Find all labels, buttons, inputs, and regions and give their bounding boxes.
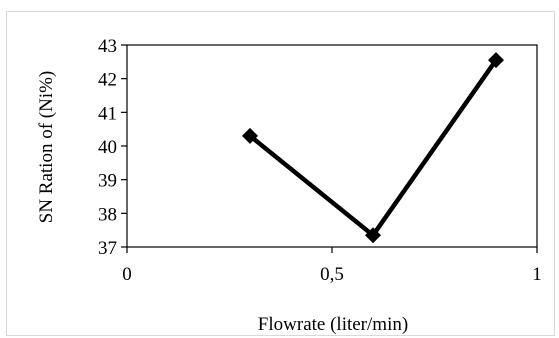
y-tick-label: 42: [98, 70, 117, 91]
plot-border: [126, 44, 538, 248]
plot-area: 37 38 39 40 41 42 43 0 0,5 1: [98, 36, 542, 285]
x-tick-label: 0: [122, 264, 132, 285]
series-line: [248, 58, 498, 239]
data-point: [365, 227, 381, 244]
y-tick-label: 39: [98, 171, 117, 192]
x-tick-label: 0,5: [320, 264, 344, 285]
y-tick-label: 38: [98, 204, 117, 225]
y-tick-label: 41: [98, 103, 117, 124]
y-axis-label: SN Ration of (Ni%): [36, 71, 57, 224]
y-tick-label: 37: [98, 238, 117, 259]
data-point: [242, 127, 258, 144]
chart-frame: [6, 11, 555, 336]
x-tick-label: 1: [532, 264, 542, 285]
y-tick-label: 40: [98, 137, 117, 158]
y-tick-label: 43: [98, 36, 117, 57]
x-axis-label: Flowrate (liter/min): [258, 314, 408, 335]
data-point: [488, 52, 504, 69]
